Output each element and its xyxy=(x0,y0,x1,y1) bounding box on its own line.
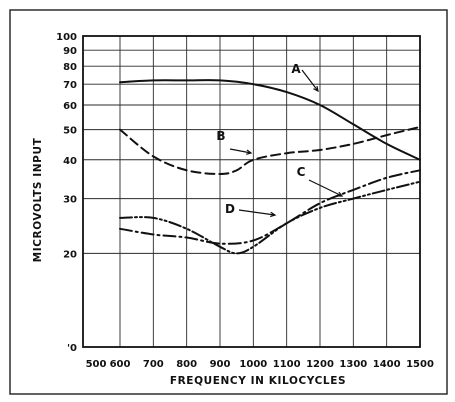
y-tick-label: 60 xyxy=(63,101,77,112)
series-line-a xyxy=(119,79,421,161)
series-label-arrowhead xyxy=(313,85,319,93)
y-tick-label: 50 xyxy=(63,126,77,137)
series-label-leader xyxy=(238,209,276,216)
x-tick-label: 700 xyxy=(143,359,164,370)
x-tick-label: 900 xyxy=(210,359,231,370)
x-tick-label: 500 xyxy=(86,359,107,370)
series-label-leader xyxy=(308,179,343,197)
series-label-c: C xyxy=(297,165,306,179)
y-tick-label: 40 xyxy=(63,156,77,167)
x-tick-label: 1200 xyxy=(306,359,334,370)
y-tick-labels: 100 90 80 70 60 50 40 30 20 '0 xyxy=(56,32,77,354)
series-lines xyxy=(119,79,421,255)
series-label-arrowhead xyxy=(337,191,344,197)
y-axis-label: MICROVOLTS INPUT xyxy=(32,137,44,262)
series-line-b xyxy=(119,125,421,175)
x-axis-label: FREQUENCY IN KILOCYCLES xyxy=(170,375,346,387)
x-tick-label: 1300 xyxy=(339,359,367,370)
series-label-leader xyxy=(301,69,319,92)
series-label-b: B xyxy=(216,129,225,143)
y-tick-label: 80 xyxy=(63,62,77,73)
y-tick-label: 70 xyxy=(63,80,77,91)
series-label-arrowhead xyxy=(270,211,277,218)
x-tick-label: 800 xyxy=(176,359,197,370)
grid xyxy=(83,36,420,347)
series-label-leader xyxy=(229,148,252,154)
series-line-c xyxy=(119,169,421,245)
series-labels: A B C D xyxy=(216,62,344,218)
y-tick-label: 20 xyxy=(63,249,77,260)
series-label-a: A xyxy=(291,62,301,76)
x-tick-label: 1500 xyxy=(406,359,434,370)
y-tick-label: 30 xyxy=(63,195,77,206)
series-label-d: D xyxy=(225,202,235,216)
plot-area xyxy=(82,35,421,348)
series-line-d xyxy=(119,180,421,255)
y-tick-label: 100 xyxy=(56,32,77,43)
figure-border xyxy=(9,9,448,395)
y-tick-label: 90 xyxy=(63,46,77,57)
y-tick-label: '0 xyxy=(67,343,77,354)
series-label-arrowhead xyxy=(246,149,253,155)
x-tick-label: 600 xyxy=(110,359,131,370)
x-tick-label: 1400 xyxy=(373,359,401,370)
x-tick-label: 1000 xyxy=(239,359,267,370)
x-tick-labels: 500 600 700 800 900 1000 1100 1200 1300 1400 1500 xyxy=(86,359,434,370)
x-tick-label: 1100 xyxy=(273,359,301,370)
